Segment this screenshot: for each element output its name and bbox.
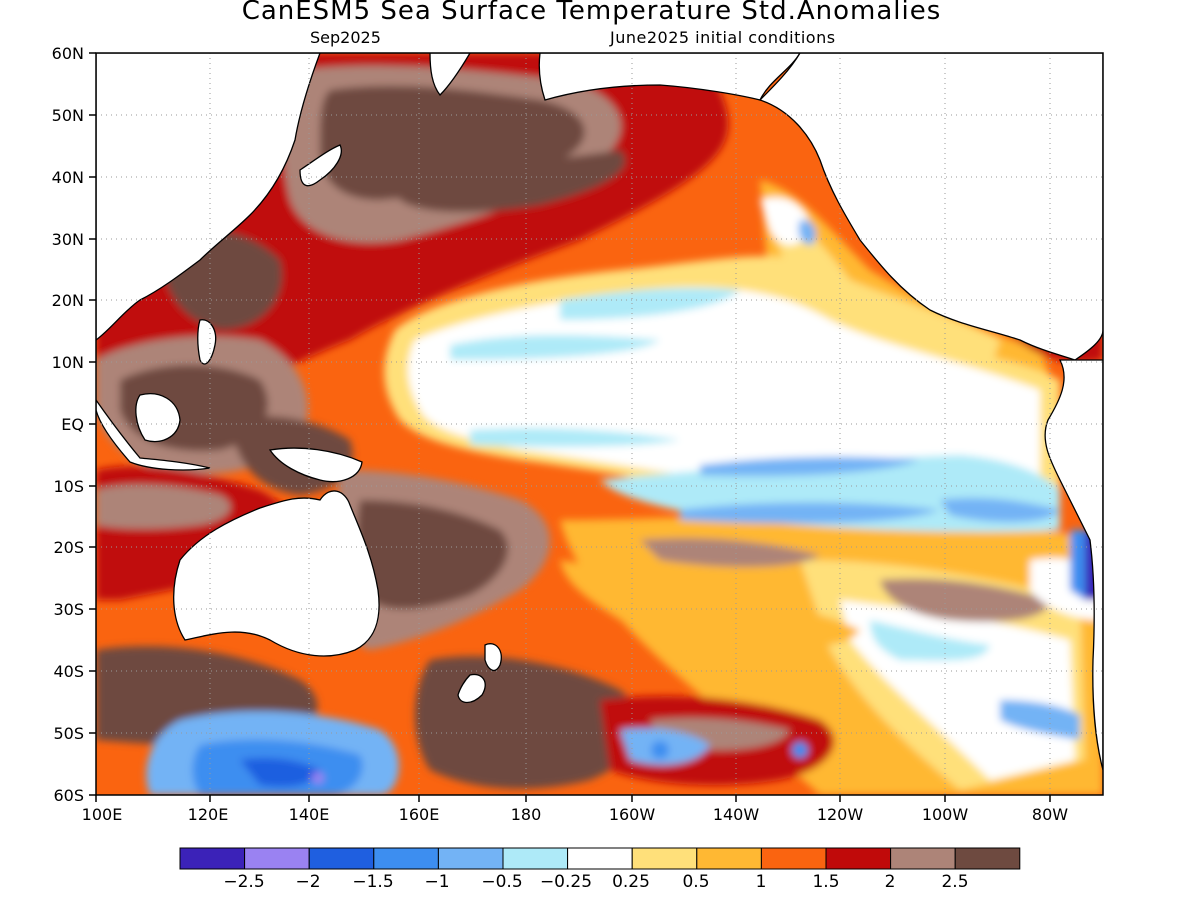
- lon-label: 100W: [921, 805, 969, 824]
- colorbar-label: 1.5: [812, 872, 840, 892]
- lon-label: 160W: [608, 805, 656, 824]
- lon-label: 180: [510, 805, 542, 824]
- colorbar-swatch: [760, 847, 827, 870]
- colorbar-label: −2.5: [223, 872, 265, 892]
- lon-label: 140W: [712, 805, 760, 824]
- colorbar-swatch: [696, 847, 762, 870]
- lat-label: 40N: [51, 168, 84, 187]
- colorbar-swatch: [308, 847, 375, 870]
- colorbar-swatch: [373, 847, 439, 870]
- graticule: [96, 53, 1103, 795]
- colorbar-label: 0.5: [682, 872, 710, 892]
- landmasses: [96, 53, 1103, 771]
- lon-label: 120E: [187, 805, 229, 824]
- colorbar-swatch: [567, 847, 633, 870]
- axis-ticks: [89, 52, 1051, 802]
- colorbar-label: 0.25: [612, 872, 650, 892]
- colorbar-swatch: [502, 847, 569, 870]
- lat-label: 10S: [53, 477, 84, 496]
- colorbar-swatch: [437, 847, 504, 870]
- lon-label: 100E: [81, 805, 123, 824]
- colorbar-label: −0.25: [539, 872, 593, 892]
- lat-label: 50N: [51, 106, 84, 125]
- colorbar: [179, 847, 1021, 870]
- valid-month-label: Sep2025: [310, 28, 381, 47]
- colorbar-label: −2: [295, 872, 321, 892]
- lat-label: 50S: [53, 724, 84, 743]
- colorbar-swatch: [244, 847, 310, 870]
- lat-label: EQ: [61, 415, 84, 434]
- initial-conditions-label: June2025 initial conditions: [610, 28, 836, 47]
- lon-label: 140E: [288, 805, 330, 824]
- colorbar-swatch: [954, 847, 1021, 870]
- colorbar-label: 2.5: [941, 872, 969, 892]
- colorbar-label: 1: [755, 872, 767, 892]
- colorbar-label: 2: [884, 872, 896, 892]
- colorbar-swatch: [825, 847, 892, 870]
- lat-label: 40S: [53, 662, 84, 681]
- lat-label: 20N: [51, 291, 84, 310]
- colorbar-swatch: [631, 847, 698, 870]
- lat-label: 20S: [53, 538, 84, 557]
- colorbar-label: −1.5: [352, 872, 394, 892]
- colorbar-label: −1: [424, 872, 450, 892]
- lat-label: 30S: [53, 600, 84, 619]
- colorbar-label: −0.5: [481, 872, 523, 892]
- lon-label: 80W: [1031, 805, 1069, 824]
- lat-label: 30N: [51, 230, 84, 249]
- colorbar-swatch: [890, 847, 956, 870]
- colorbar-swatch: [179, 847, 246, 870]
- lat-label: 10N: [51, 353, 84, 372]
- lat-label: 60S: [53, 786, 84, 805]
- lon-label: 160E: [398, 805, 440, 824]
- lon-label: 120W: [816, 805, 864, 824]
- lat-label: 60N: [51, 44, 84, 63]
- chart-title: CanESM5 Sea Surface Temperature Std.Anom…: [241, 0, 942, 26]
- anomaly-field: [96, 53, 1103, 795]
